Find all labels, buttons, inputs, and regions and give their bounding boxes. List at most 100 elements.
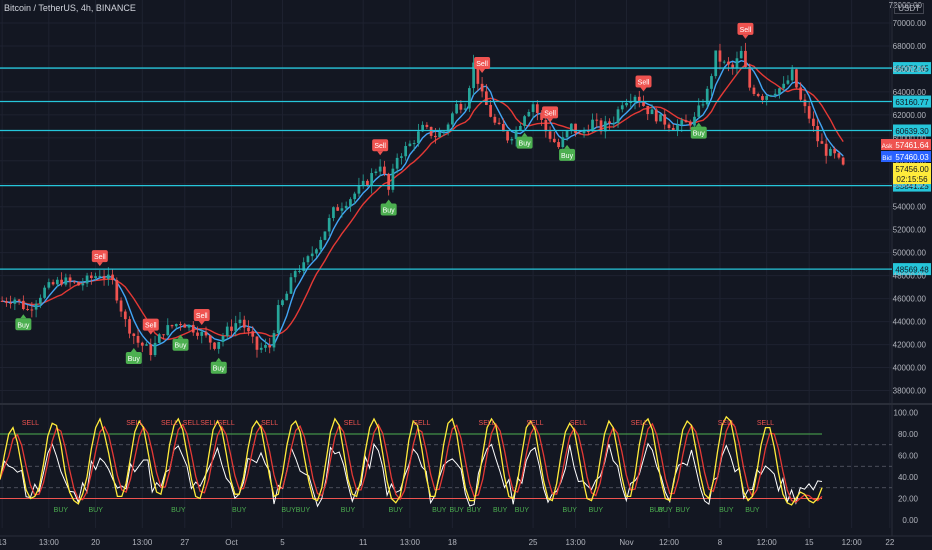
price-tag-box	[893, 151, 931, 162]
candle-body	[404, 146, 408, 157]
time-tick-label: 13:00	[132, 538, 153, 547]
candle	[247, 320, 250, 336]
candle-body	[391, 168, 395, 190]
level-tag	[893, 95, 931, 108]
candle	[829, 146, 832, 157]
level-tag	[893, 124, 931, 137]
candle	[506, 130, 509, 144]
candle-body	[697, 105, 701, 117]
candle-body	[710, 76, 713, 89]
candle-body	[353, 193, 357, 200]
candle-body	[646, 105, 650, 115]
ma-fast-line	[1, 59, 844, 347]
signal-box	[474, 57, 491, 70]
candle-body	[421, 124, 424, 132]
candle	[595, 113, 599, 128]
candle	[816, 119, 820, 148]
candle-body	[574, 123, 577, 134]
oscillator-buy-label: BUY	[589, 507, 604, 514]
candle	[310, 246, 314, 261]
time-tick-label: 13:00	[39, 538, 60, 547]
candle	[722, 59, 726, 65]
candle	[625, 98, 628, 108]
currency-badge[interactable]: USDT	[894, 3, 924, 14]
candle	[786, 75, 790, 85]
oscillator-buy-label: BUY	[658, 507, 673, 514]
candle-body	[30, 309, 34, 311]
candle	[582, 127, 586, 138]
candle-body	[722, 61, 726, 63]
candle-body	[128, 319, 131, 334]
candle	[115, 277, 119, 304]
candle	[408, 140, 412, 147]
candle-body	[778, 88, 781, 94]
support-resistance-levels: 66072.65 63160.77 60639.30 55841.25 48569.48	[0, 62, 931, 276]
candle	[327, 214, 331, 236]
candle	[705, 86, 709, 108]
candle-body	[306, 256, 310, 263]
candle	[714, 50, 718, 79]
price-tick-label: 44000.00	[893, 318, 927, 327]
candle-body	[714, 50, 718, 77]
oscillator-buy-label: BUY	[432, 507, 447, 514]
buy-signal: Buy	[172, 334, 189, 351]
candle	[544, 117, 548, 138]
price-tick-label: 38000.00	[893, 387, 927, 396]
candle	[140, 341, 144, 353]
buy-signal: Buy	[380, 199, 397, 216]
signal-label: Sell	[374, 143, 386, 150]
signal-pointer	[521, 132, 528, 137]
candle	[340, 202, 344, 218]
signal-label: Sell	[476, 61, 488, 68]
candle-body	[510, 138, 514, 141]
candle	[34, 300, 38, 318]
candle	[378, 159, 382, 177]
sell-signal: Sell	[142, 318, 159, 335]
candle-body	[799, 87, 803, 100]
candle	[183, 323, 187, 328]
candle-body	[315, 249, 318, 254]
candle	[238, 311, 242, 331]
candle	[72, 280, 76, 284]
oscillator-buy-label: BUY	[493, 507, 508, 514]
candle	[591, 113, 594, 133]
candle-body	[544, 119, 548, 132]
oscillator-buy-label: BUY	[563, 507, 578, 514]
candle	[769, 94, 773, 98]
candle-body	[119, 300, 123, 312]
candle-body	[480, 83, 484, 92]
candle	[782, 76, 786, 92]
candle	[242, 315, 246, 334]
oscillator-sell-label: SELL	[22, 420, 39, 427]
sell-signal: Sell	[372, 139, 389, 156]
candle-body	[247, 327, 250, 332]
candle	[778, 87, 781, 99]
oscillator-tick-label: 0.00	[902, 516, 918, 525]
signal-label: Buy	[561, 153, 574, 160]
candle-body	[812, 118, 815, 127]
price-tick-label: 48000.00	[893, 272, 927, 281]
candle-body	[468, 88, 471, 109]
candle-body	[51, 282, 55, 285]
candle-body	[442, 131, 446, 133]
candle	[735, 51, 739, 75]
buy-signal: Buy	[690, 122, 707, 139]
candle	[145, 342, 148, 346]
candle	[349, 197, 352, 212]
candle-body	[412, 143, 416, 145]
candle	[383, 160, 386, 177]
oscillator-sell-label: SELL	[183, 420, 200, 427]
candle	[718, 43, 722, 70]
candle-body	[790, 69, 794, 81]
signal-label: Buy	[383, 207, 396, 214]
time-tick-label: 12:00	[757, 538, 778, 547]
price-tag-prefix-box	[881, 139, 893, 150]
price-tag-box	[893, 163, 931, 174]
candle-body	[701, 104, 705, 106]
sell-signal: Sell	[542, 106, 559, 123]
candle-body	[310, 253, 314, 257]
oscillator-buy-label: BUY	[650, 507, 665, 514]
candle	[455, 100, 458, 115]
candle	[565, 130, 569, 141]
